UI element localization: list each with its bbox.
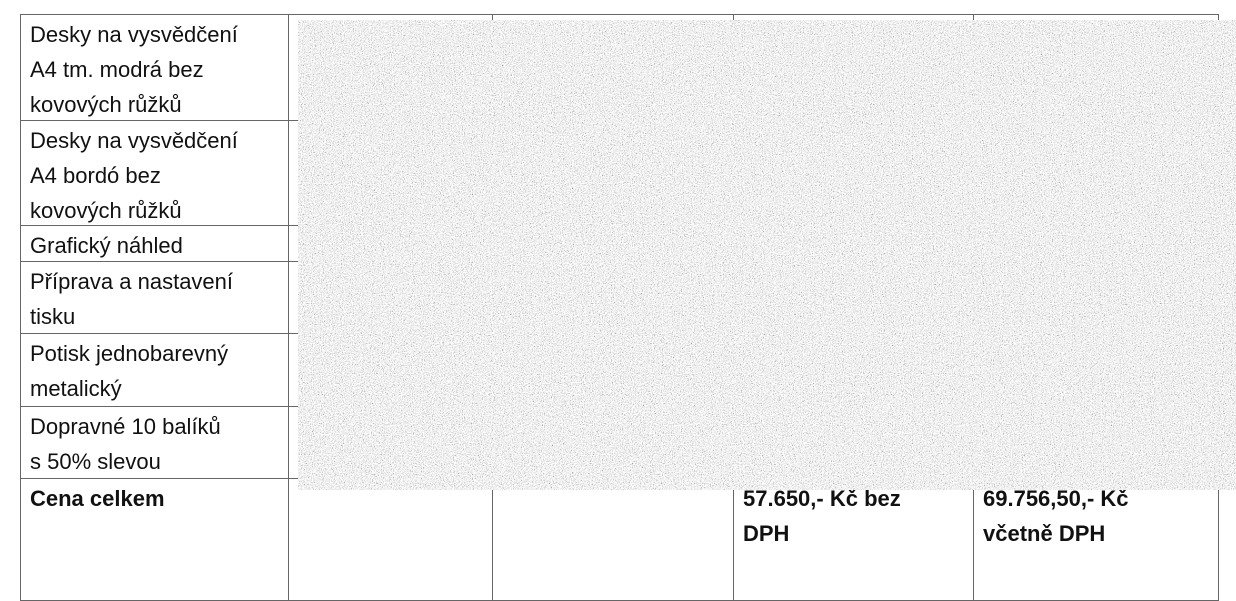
cell-text: včetně DPH — [983, 521, 1106, 546]
cell-text: A4 bordó bez — [30, 163, 161, 188]
table-cell — [492, 478, 734, 601]
cell-text: DPH — [743, 521, 790, 546]
table-cell: Příprava a nastavení tisku — [20, 261, 289, 334]
cell-text: A4 tm. modrá bez — [30, 57, 204, 82]
table-cell: Desky na vysvědčení A4 tm. modrá bez kovov… — [20, 14, 289, 121]
page: Desky na vysvědčení A4 tm. modrá bez kovov… — [20, 14, 1236, 601]
noise-area — [298, 20, 1236, 490]
table-cell: Grafický náhled — [20, 225, 289, 262]
cell-text: s 50% slevou — [30, 449, 161, 474]
cell-text: Dopravné 10 balíků — [30, 414, 221, 439]
table-cell: 57.650,- Kč bez DPH — [733, 478, 974, 601]
cell-text: tisku — [30, 304, 76, 329]
cell-text: Potisk jednobarevný — [30, 341, 229, 366]
cell-text: kovových růžků — [30, 92, 182, 117]
cell-text: Desky na vysvědčení — [30, 128, 238, 153]
table-cell: Desky na vysvědčení A4 bordó bez kovových … — [20, 120, 289, 226]
table-cell — [288, 478, 493, 601]
cell-text: Cena celkem — [30, 486, 165, 511]
cell-text: Grafický náhled — [30, 233, 183, 258]
cell-text: Příprava a nastavení — [30, 269, 234, 294]
table-cell: Cena celkem — [20, 478, 289, 601]
cell-text: metalický — [30, 376, 122, 401]
cell-text: Desky na vysvědčení — [30, 22, 238, 47]
redaction-noise — [298, 20, 1236, 490]
cell-text: 57.650,- Kč bez — [743, 486, 901, 511]
table-cell: Dopravné 10 balíků s 50% slevou — [20, 406, 289, 479]
table-cell: Potisk jednobarevný metalický — [20, 333, 289, 407]
cell-text: kovových růžků — [30, 198, 182, 223]
cell-text: 69.756,50,- Kč — [983, 486, 1129, 511]
table-cell: 69.756,50,- Kč včetně DPH — [973, 478, 1219, 601]
